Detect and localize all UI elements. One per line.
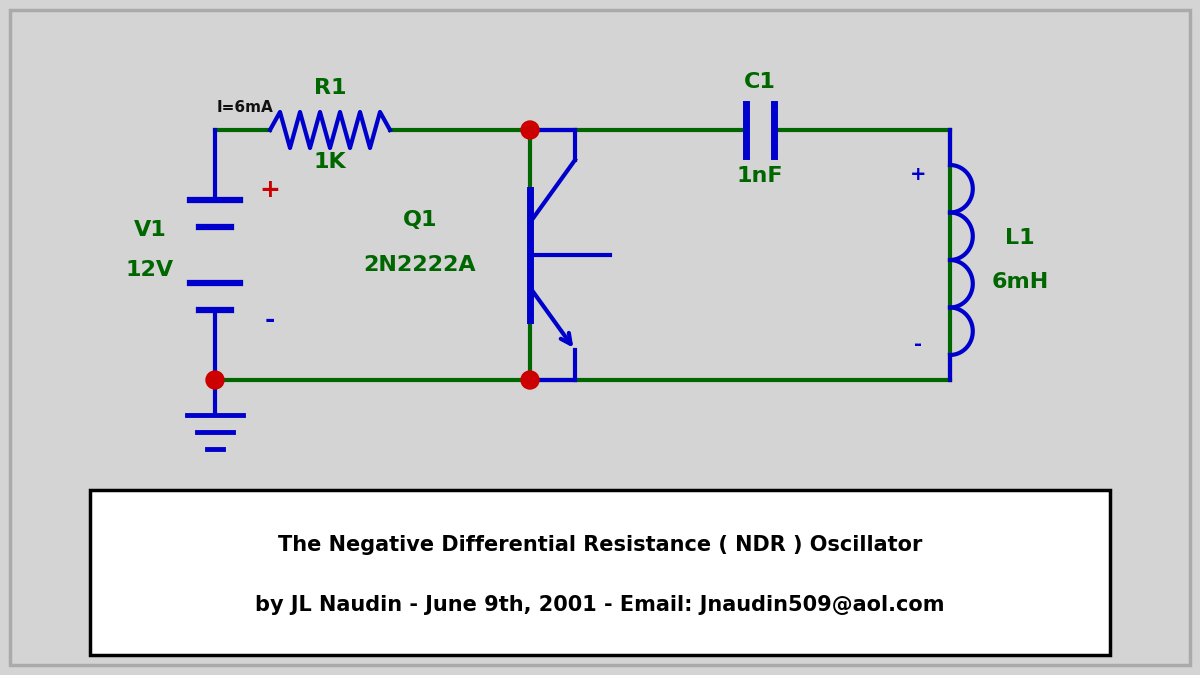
Text: I=6mA: I=6mA — [217, 101, 274, 115]
Text: 12V: 12V — [126, 260, 174, 280]
Circle shape — [521, 121, 539, 139]
Circle shape — [206, 371, 224, 389]
Text: L1: L1 — [1006, 228, 1034, 248]
Text: V1: V1 — [133, 220, 167, 240]
Text: 1K: 1K — [313, 152, 347, 172]
Text: Q1: Q1 — [403, 210, 437, 230]
Text: -: - — [914, 335, 922, 354]
Text: R1: R1 — [313, 78, 347, 98]
Text: +: + — [910, 165, 926, 184]
Text: +: + — [259, 178, 281, 202]
Text: by JL Naudin - June 9th, 2001 - Email: Jnaudin509@aol.com: by JL Naudin - June 9th, 2001 - Email: J… — [256, 595, 944, 615]
Text: 2N2222A: 2N2222A — [364, 255, 476, 275]
Text: 6mH: 6mH — [991, 272, 1049, 292]
Text: -: - — [265, 308, 275, 332]
Text: C1: C1 — [744, 72, 776, 92]
Bar — [90, 490, 1110, 655]
Text: 1nF: 1nF — [737, 166, 784, 186]
Circle shape — [521, 371, 539, 389]
Text: The Negative Differential Resistance ( NDR ) Oscillator: The Negative Differential Resistance ( N… — [278, 535, 922, 555]
